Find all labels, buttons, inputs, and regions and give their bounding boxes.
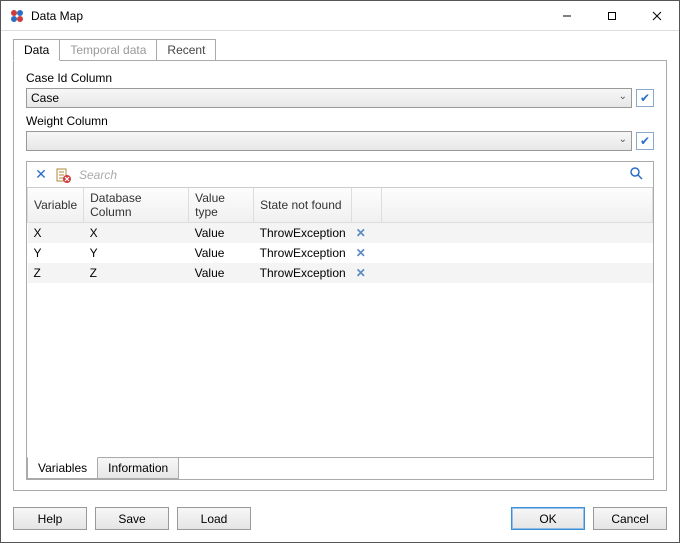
- load-button[interactable]: Load: [177, 507, 251, 530]
- minimize-button[interactable]: [544, 1, 589, 30]
- btn-label: Load: [201, 512, 228, 526]
- cell-db: Z: [84, 263, 189, 283]
- btn-label: OK: [539, 512, 556, 526]
- col-variable[interactable]: Variable: [28, 188, 84, 223]
- clear-all-icon[interactable]: [55, 167, 71, 183]
- tab-information[interactable]: Information: [97, 458, 179, 479]
- ok-button[interactable]: OK: [511, 507, 585, 530]
- close-button[interactable]: [634, 1, 679, 30]
- weight-row: ⌄ ✔: [26, 131, 654, 151]
- cell-vtype: Value: [189, 263, 254, 283]
- tabs-bottom: Variables Information: [27, 457, 653, 479]
- btn-label: Cancel: [611, 512, 648, 526]
- chevron-down-icon: ⌄: [619, 91, 627, 102]
- help-button[interactable]: Help: [13, 507, 87, 530]
- cell-vtype: Value: [189, 243, 254, 263]
- table-row[interactable]: ZZValueThrowException✕: [28, 263, 653, 283]
- cell-db: X: [84, 223, 189, 244]
- grid-toolbar: ✕: [27, 162, 653, 187]
- case-id-combo[interactable]: Case ⌄: [26, 88, 632, 108]
- chevron-down-icon: ⌄: [619, 134, 627, 145]
- col-state-not-found[interactable]: State not found: [254, 188, 352, 223]
- tab-content: Case Id Column Case ⌄ ✔ Weight Column ⌄ …: [13, 61, 667, 491]
- check-icon[interactable]: ✔: [636, 132, 654, 150]
- col-value-type[interactable]: Value type: [189, 188, 254, 223]
- body: Data Temporal data Recent Case Id Column…: [1, 31, 679, 499]
- row-delete-icon[interactable]: ✕: [352, 223, 382, 244]
- table-row[interactable]: YYValueThrowException✕: [28, 243, 653, 263]
- weight-label: Weight Column: [26, 114, 654, 128]
- cell-variable: X: [28, 223, 84, 244]
- tab-label: Variables: [38, 461, 87, 475]
- case-id-value: Case: [31, 91, 59, 105]
- check-icon[interactable]: ✔: [636, 89, 654, 107]
- tabs-top: Data Temporal data Recent: [13, 39, 667, 61]
- table-row[interactable]: XXValueThrowException✕: [28, 223, 653, 244]
- case-id-row: Case ⌄ ✔: [26, 88, 654, 108]
- tab-data[interactable]: Data: [13, 39, 60, 61]
- weight-combo[interactable]: ⌄: [26, 131, 632, 151]
- btn-label: Help: [38, 512, 63, 526]
- row-delete-icon[interactable]: ✕: [352, 243, 382, 263]
- delete-icon[interactable]: ✕: [33, 167, 49, 183]
- col-database-column[interactable]: Database Column: [84, 188, 189, 223]
- tab-label: Information: [108, 461, 168, 475]
- row-delete-icon[interactable]: ✕: [352, 263, 382, 283]
- cell-db: Y: [84, 243, 189, 263]
- cell-snf: ThrowException: [254, 263, 352, 283]
- tab-label: Temporal data: [70, 43, 146, 57]
- cancel-button[interactable]: Cancel: [593, 507, 667, 530]
- cell-snf: ThrowException: [254, 223, 352, 244]
- case-id-label: Case Id Column: [26, 71, 654, 85]
- save-button[interactable]: Save: [95, 507, 169, 530]
- maximize-button[interactable]: [589, 1, 634, 30]
- tab-variables[interactable]: Variables: [27, 457, 98, 479]
- window: Data Map Data Temporal data Recent Case …: [0, 0, 680, 543]
- table-header: Variable Database Column Value type Stat…: [28, 188, 653, 223]
- col-filler: [382, 188, 653, 223]
- btn-label: Save: [118, 512, 145, 526]
- data-table: Variable Database Column Value type Stat…: [27, 188, 653, 283]
- cell-snf: ThrowException: [254, 243, 352, 263]
- search-icon[interactable]: [629, 166, 643, 183]
- tab-temporal-data: Temporal data: [59, 39, 157, 60]
- search-input[interactable]: [77, 167, 623, 183]
- cell-variable: Z: [28, 263, 84, 283]
- window-title: Data Map: [31, 9, 83, 23]
- titlebar: Data Map: [1, 1, 679, 31]
- grid-table: Variable Database Column Value type Stat…: [27, 187, 653, 457]
- tab-recent[interactable]: Recent: [156, 39, 216, 60]
- app-icon: [9, 8, 25, 24]
- tab-label: Data: [24, 43, 49, 57]
- cell-variable: Y: [28, 243, 84, 263]
- grid-box: ✕: [26, 161, 654, 480]
- cell-vtype: Value: [189, 223, 254, 244]
- col-actions[interactable]: [352, 188, 382, 223]
- tab-label: Recent: [167, 43, 205, 57]
- footer: Help Save Load OK Cancel: [1, 499, 679, 542]
